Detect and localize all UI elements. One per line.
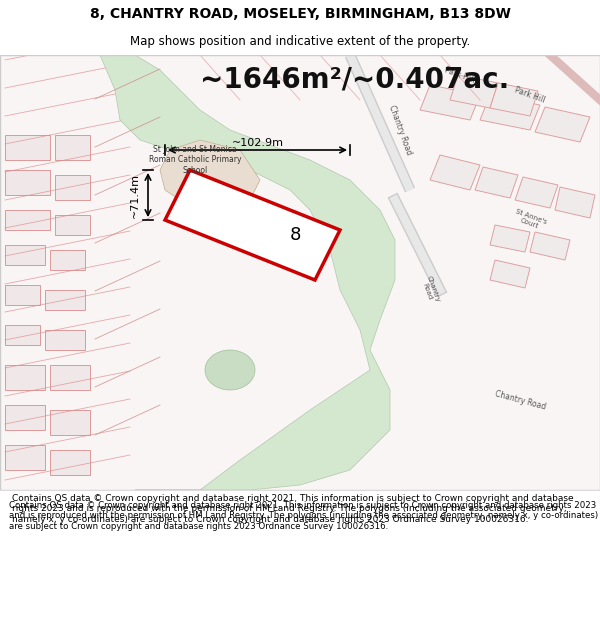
Polygon shape: [55, 175, 90, 200]
Polygon shape: [160, 140, 260, 210]
Polygon shape: [5, 285, 40, 305]
Text: Park Hill: Park Hill: [514, 86, 547, 104]
Text: 8: 8: [289, 226, 301, 244]
Text: Chantry Road: Chantry Road: [494, 389, 547, 411]
Polygon shape: [530, 232, 570, 260]
Polygon shape: [450, 75, 498, 108]
Polygon shape: [5, 445, 45, 470]
Text: ~1646m²/~0.407ac.: ~1646m²/~0.407ac.: [200, 66, 509, 94]
Text: Chantry
Road: Chantry Road: [419, 275, 441, 305]
Polygon shape: [490, 83, 538, 116]
Polygon shape: [5, 210, 50, 230]
Polygon shape: [5, 405, 45, 430]
Polygon shape: [50, 365, 90, 390]
Polygon shape: [45, 290, 85, 310]
Text: ~71.4m: ~71.4m: [130, 173, 140, 218]
Polygon shape: [50, 450, 90, 475]
Text: St Anne's
Court: St Anne's Court: [512, 208, 548, 232]
Text: St John and St Monica
Roman Catholic Primary
School: St John and St Monica Roman Catholic Pri…: [149, 145, 241, 175]
Polygon shape: [5, 325, 40, 345]
Polygon shape: [5, 135, 50, 160]
Polygon shape: [490, 225, 530, 252]
Polygon shape: [490, 260, 530, 288]
Polygon shape: [50, 410, 90, 435]
Text: Contains OS data © Crown copyright and database right 2021. This information is : Contains OS data © Crown copyright and d…: [9, 501, 598, 531]
Polygon shape: [515, 177, 558, 208]
Polygon shape: [100, 55, 395, 490]
Polygon shape: [50, 250, 85, 270]
Polygon shape: [420, 85, 480, 120]
Text: Map shows position and indicative extent of the property.: Map shows position and indicative extent…: [130, 35, 470, 48]
Polygon shape: [45, 330, 85, 350]
Text: Contains OS data © Crown copyright and database right 2021. This information is : Contains OS data © Crown copyright and d…: [12, 494, 574, 524]
Polygon shape: [5, 365, 45, 390]
Polygon shape: [55, 215, 90, 235]
Polygon shape: [165, 170, 340, 280]
Text: Chantry Road: Chantry Road: [387, 104, 413, 156]
Polygon shape: [5, 245, 45, 265]
Text: ~102.9m: ~102.9m: [232, 138, 284, 148]
Polygon shape: [5, 170, 50, 195]
Polygon shape: [555, 187, 595, 218]
Polygon shape: [55, 135, 90, 160]
Text: Park Hill: Park Hill: [443, 66, 476, 84]
Text: 8, CHANTRY ROAD, MOSELEY, BIRMINGHAM, B13 8DW: 8, CHANTRY ROAD, MOSELEY, BIRMINGHAM, B1…: [89, 7, 511, 21]
Polygon shape: [480, 95, 540, 130]
Polygon shape: [475, 167, 518, 198]
Polygon shape: [430, 155, 480, 190]
Ellipse shape: [205, 350, 255, 390]
Polygon shape: [535, 107, 590, 142]
